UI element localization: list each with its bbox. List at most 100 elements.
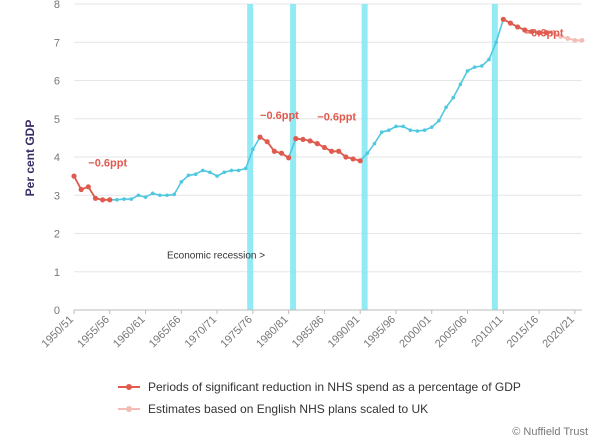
reduction-point xyxy=(300,136,306,143)
estimate-point xyxy=(558,34,563,39)
series-line-nhs-spend xyxy=(73,18,554,201)
recession-band xyxy=(290,4,297,310)
x-tick-label: 1990/91 xyxy=(326,314,363,351)
reduction-point xyxy=(357,158,363,164)
annotations: −0.6ppt −0.6ppt −0.6ppt −0.6ppt Economic rec… xyxy=(88,28,564,262)
reduction-annotation: −0.6ppt xyxy=(317,112,356,124)
estimate-point xyxy=(565,36,571,41)
data-point xyxy=(193,172,198,177)
reduction-point xyxy=(543,30,549,36)
data-point xyxy=(136,193,141,198)
x-tick-label: 2010/11 xyxy=(469,314,505,350)
x-tick-label: 1955/56 xyxy=(75,314,112,351)
data-point xyxy=(243,166,248,171)
reduction-point xyxy=(507,20,514,26)
x-tick-label: 1965/66 xyxy=(147,314,184,351)
legend: Periods of significant reduction in NHS … xyxy=(118,376,521,420)
y-tick-label: 1 xyxy=(54,267,60,279)
data-point xyxy=(222,170,227,175)
data-point xyxy=(179,180,184,184)
data-point xyxy=(379,130,384,134)
y-tick-label: 4 xyxy=(54,152,60,164)
estimate-point xyxy=(579,37,585,43)
data-point xyxy=(401,124,405,129)
x-tick-label: 2000/01 xyxy=(397,314,434,351)
data-point xyxy=(150,191,155,196)
reduction-point xyxy=(293,136,299,142)
legend-swatch-reduction xyxy=(118,382,140,392)
x-tick-label: 1980/81 xyxy=(254,314,291,351)
data-point xyxy=(480,64,484,68)
x-tick-label: 1995/96 xyxy=(361,314,398,351)
x-tick-label: 1985/86 xyxy=(290,314,327,351)
data-point xyxy=(115,198,119,202)
reduction-point xyxy=(71,173,77,179)
data-point xyxy=(215,174,219,178)
data-point xyxy=(236,168,241,173)
data-point xyxy=(186,173,191,178)
recession-band xyxy=(491,4,498,310)
reduction-point xyxy=(278,150,285,156)
reduction-point xyxy=(286,155,292,161)
legend-item-estimates: Estimates based on English NHS plans sca… xyxy=(118,398,521,420)
data-point xyxy=(172,192,176,197)
data-point xyxy=(143,195,148,199)
data-point xyxy=(458,82,463,87)
data-point xyxy=(122,197,126,201)
data-point xyxy=(465,69,470,73)
reduction-point xyxy=(350,156,356,162)
reduction-point xyxy=(522,27,528,33)
reduction-point xyxy=(92,195,99,201)
data-point xyxy=(487,57,491,62)
reduction-point xyxy=(78,186,84,193)
data-point xyxy=(444,105,448,110)
data-point xyxy=(408,128,413,133)
y-axis-label: Per cent GDP xyxy=(23,120,37,197)
series-lines xyxy=(73,18,582,201)
reduction-point xyxy=(107,197,113,203)
reduction-point xyxy=(328,148,335,154)
legend-item-reduction: Periods of significant reduction in NHS … xyxy=(118,376,521,398)
y-tick-label: 6 xyxy=(54,76,60,88)
x-tick-label: 2005/06 xyxy=(433,314,470,351)
reduction-point xyxy=(500,16,506,22)
reduction-point xyxy=(515,24,521,30)
x-tick-label: 1960/61 xyxy=(111,314,148,351)
legend-label-estimates: Estimates based on English NHS plans sca… xyxy=(148,402,429,416)
estimate-point xyxy=(550,30,556,36)
data-point xyxy=(229,168,234,173)
x-tick-label: 1950/51 xyxy=(40,314,77,351)
data-point xyxy=(208,170,212,175)
y-tick-label: 0 xyxy=(54,305,60,317)
reduction-point xyxy=(85,184,91,190)
data-point xyxy=(365,151,370,155)
series-line-reduction xyxy=(259,136,290,159)
reduction-point xyxy=(100,197,106,203)
reduction-point xyxy=(271,148,277,154)
reduction-annotation: −0.6ppt xyxy=(525,28,564,40)
x-tick-label: 2015/16 xyxy=(505,314,542,351)
series-line-reduction xyxy=(295,137,361,162)
data-point xyxy=(422,128,427,133)
grid-lines xyxy=(74,3,582,311)
x-tick-label: 1975/76 xyxy=(218,314,255,351)
recession-label: Economic recession > xyxy=(167,250,265,261)
data-point xyxy=(200,168,205,173)
data-point xyxy=(158,193,162,198)
data-point xyxy=(415,129,420,133)
x-tick-label: 2020/21 xyxy=(540,314,577,351)
reduction-point xyxy=(529,28,535,35)
legend-label-reduction: Periods of significant reduction in NHS … xyxy=(148,380,521,394)
data-point xyxy=(372,141,377,146)
y-tick-label: 2 xyxy=(54,229,60,241)
legend-swatch-estimates xyxy=(118,404,140,414)
y-tick-label: 8 xyxy=(54,0,60,11)
data-point xyxy=(129,197,134,201)
reduction-point xyxy=(536,30,542,36)
data-point xyxy=(387,128,391,133)
reduction-point xyxy=(336,148,342,154)
data-point xyxy=(451,95,456,100)
data-point xyxy=(429,125,434,129)
y-tick-label: 3 xyxy=(54,190,60,202)
